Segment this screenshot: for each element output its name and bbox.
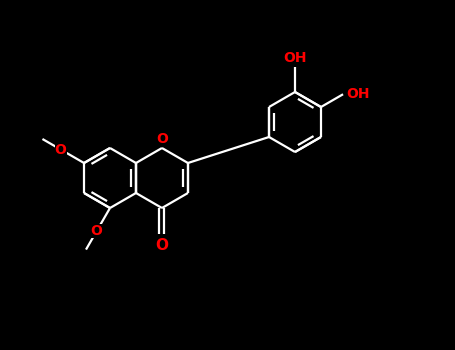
Text: O: O — [55, 142, 66, 156]
Text: O: O — [156, 132, 168, 146]
Text: OH: OH — [283, 50, 307, 64]
Text: O: O — [91, 224, 102, 238]
Text: OH: OH — [346, 87, 369, 101]
Text: O: O — [156, 238, 168, 252]
